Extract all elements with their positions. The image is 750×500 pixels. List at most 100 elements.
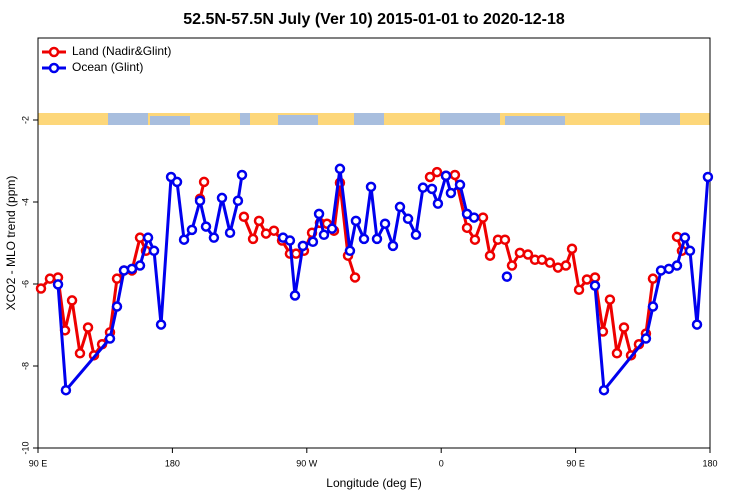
legend-label: Ocean (Glint): [72, 60, 143, 74]
data-point: [186, 224, 198, 236]
data-point: [224, 227, 236, 238]
data-point: [142, 232, 154, 243]
data-point: [126, 263, 138, 275]
data-point: [326, 223, 338, 234]
data-point: [307, 236, 319, 248]
x-axis-label: Longitude (deg E): [326, 476, 421, 490]
data-point: [506, 260, 518, 271]
data-point: [560, 260, 572, 271]
data-point: [691, 319, 703, 330]
data-point: [82, 322, 94, 333]
plot-frame: [37, 37, 711, 449]
legend-marker: [48, 62, 60, 74]
data-point: [679, 232, 691, 243]
data-point: [66, 295, 78, 306]
data-point: [647, 273, 659, 284]
data-point: [573, 284, 585, 295]
data-point: [432, 198, 444, 209]
data-point: [111, 273, 123, 284]
data-point: [155, 319, 167, 330]
x-tick-label: 180: [702, 458, 717, 468]
data-point: [589, 272, 601, 283]
legend-marker: [48, 46, 60, 58]
y-tick-label: -8: [20, 362, 30, 370]
data-point: [74, 348, 86, 359]
series-line: [56, 167, 710, 392]
data-point: [236, 169, 248, 181]
data-point: [604, 294, 616, 305]
data-point: [171, 176, 183, 188]
data-point: [134, 232, 146, 243]
x-tick-label: 0: [439, 458, 444, 468]
y-axis-label: XCO2 - MLO trend (ppm): [4, 176, 18, 311]
data-point: [410, 229, 422, 241]
data-point: [387, 240, 399, 252]
data-point: [440, 170, 452, 182]
data-point: [60, 384, 72, 396]
data-point: [449, 169, 461, 181]
x-tick-label: 90 E: [566, 458, 585, 468]
data-point: [431, 166, 443, 178]
y-tick-label: -4: [20, 198, 30, 206]
data-point: [247, 233, 259, 245]
data-point: [589, 280, 601, 291]
data-point: [566, 243, 578, 254]
data-point: [499, 234, 511, 245]
data-point: [178, 234, 190, 245]
data-point: [358, 233, 370, 245]
data-point: [394, 201, 406, 213]
data-point: [284, 235, 296, 246]
data-point: [544, 257, 556, 268]
data-point: [216, 192, 228, 204]
data-point: [297, 240, 309, 252]
chart-title: 52.5N-57.5N July (Ver 10) 2015-01-01 to …: [183, 11, 565, 28]
data-point: [313, 208, 325, 220]
map-strip: [38, 113, 710, 125]
data-point: [200, 221, 212, 232]
data-point: [253, 215, 265, 227]
y-tick-label: -6: [20, 280, 30, 288]
y-tick-label: -2: [20, 116, 30, 124]
data-point: [581, 274, 593, 285]
data-point: [684, 245, 696, 257]
data-point: [469, 234, 481, 245]
data-point: [365, 181, 377, 193]
data-point: [349, 272, 361, 283]
data-point: [194, 195, 206, 207]
data-point: [238, 211, 250, 223]
data-point: [148, 245, 160, 257]
data-point: [671, 260, 683, 271]
data-point: [522, 249, 534, 260]
data-point: [663, 263, 675, 275]
data-point: [702, 171, 714, 183]
data-point: [134, 260, 146, 271]
data-point: [484, 250, 496, 261]
data-point: [618, 322, 630, 333]
data-point: [647, 301, 659, 312]
data-point: [477, 212, 489, 223]
x-tick-label: 180: [165, 458, 180, 468]
data-point: [426, 183, 438, 195]
data-point: [454, 179, 466, 191]
data-point: [402, 213, 414, 225]
data-point: [501, 271, 513, 282]
data-point: [268, 225, 280, 236]
data-point: [35, 283, 47, 294]
data-point: [640, 333, 652, 344]
data-point: [334, 163, 346, 175]
data-point: [424, 171, 436, 183]
data-point: [468, 212, 480, 223]
data-point: [52, 279, 64, 290]
data-point: [44, 273, 56, 284]
legend-label: Land (Nadir&Glint): [72, 44, 171, 58]
data-point: [598, 384, 610, 396]
x-tick-label: 90 E: [29, 458, 48, 468]
data-point: [208, 232, 220, 243]
x-tick-label: 90 W: [296, 458, 318, 468]
y-tick-label: -10: [20, 441, 30, 454]
data-point: [445, 187, 457, 199]
data-point: [344, 245, 356, 257]
data-point: [232, 195, 244, 207]
data-point: [198, 176, 210, 188]
